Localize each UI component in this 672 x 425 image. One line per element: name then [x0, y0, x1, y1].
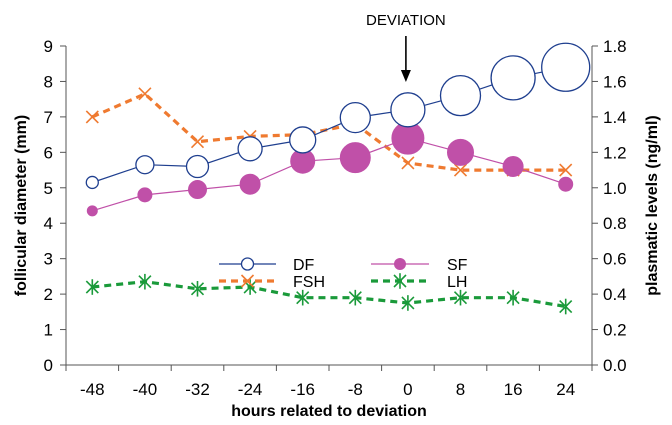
- x-tick-label: 8: [456, 380, 465, 399]
- series-layer: [85, 42, 591, 315]
- y-left-tick-label: 0: [44, 356, 53, 375]
- x-tick-label: 0: [403, 380, 412, 399]
- y-right-tick-label: 1.4: [603, 108, 627, 127]
- df-point: [185, 154, 210, 179]
- deviation-arrow-head: [400, 70, 411, 82]
- sf-point: [339, 142, 371, 174]
- y-right-tick-label: 1.0: [603, 179, 627, 198]
- legend-sf-marker: [394, 258, 406, 270]
- legend-fsh-marker-b: [240, 274, 255, 288]
- df-point: [339, 101, 371, 134]
- y-left-tick-label: 9: [44, 37, 53, 56]
- series-fsh-line: [91, 92, 566, 172]
- x-axis-title: hours related to deviation: [231, 403, 427, 420]
- y-right-tick-label: 0.8: [603, 214, 627, 233]
- df-point: [135, 155, 155, 175]
- legend: DF SF FSH LH: [219, 257, 468, 291]
- legend-fsh-label: FSH: [293, 274, 325, 291]
- df-point: [289, 126, 317, 154]
- y-left-tick-label: 1: [44, 321, 53, 340]
- df-point: [237, 136, 263, 162]
- legend-df-marker: [240, 257, 255, 271]
- df-point: [85, 175, 99, 190]
- sf-point: [558, 176, 574, 192]
- y-axis-right-title: plasmatic levels (ng/ml): [644, 115, 661, 296]
- y-right-tick-label: 0.4: [603, 285, 627, 304]
- fsh-point-b: [190, 135, 205, 149]
- legend-df-label: DF: [293, 257, 315, 274]
- y-left-tick-label: 2: [44, 285, 53, 304]
- y-right-tick-label: 0.2: [603, 321, 627, 340]
- fsh-point-b: [453, 163, 468, 177]
- sf-point: [188, 180, 207, 200]
- x-tick-label: -48: [80, 380, 105, 399]
- y-left-tick-label: 7: [44, 108, 53, 127]
- y-right-tick-label: 0.6: [603, 250, 627, 269]
- y-left-tick-label: 3: [44, 250, 53, 269]
- df-point: [390, 92, 426, 128]
- fsh-point-b: [401, 156, 415, 170]
- x-tick-label: -40: [133, 380, 158, 399]
- legend-lh-label: LH: [447, 274, 467, 291]
- sf-point: [137, 187, 153, 203]
- y-right-tick-label: 1.8: [603, 37, 627, 56]
- df-point: [541, 42, 591, 92]
- y-right-tick-label: 0.0: [603, 356, 627, 375]
- fsh-point-b: [138, 87, 152, 101]
- fsh-point-b: [559, 163, 573, 177]
- axes: 0 1 2 3 4 5 6 7 8 9 0.0 0.2 0.4 0.6 0.8 1.0 1.2 1.4 1.6 1.8…: [13, 37, 661, 420]
- annotation: DEVIATION: [366, 12, 446, 82]
- y-right-tick-label: 1.2: [603, 143, 627, 162]
- y-left-tick-label: 5: [44, 179, 53, 198]
- x-tick-label: -24: [238, 380, 263, 399]
- legend-sf-label: SF: [447, 257, 468, 274]
- x-tick-label: 24: [556, 380, 575, 399]
- series-df-line: [92, 66, 566, 184]
- y-left-tick-label: 4: [44, 214, 53, 233]
- y-axis-left-title: follicular diameter (mm): [13, 115, 30, 296]
- x-tick-label: -8: [348, 380, 363, 399]
- sf-point: [502, 156, 524, 178]
- sf-point: [239, 173, 261, 195]
- x-tick-label: 16: [504, 380, 523, 399]
- df-point: [490, 55, 536, 101]
- x-tick-label: -32: [185, 380, 210, 399]
- fsh-point-b: [85, 110, 99, 124]
- x-tick-label: -16: [290, 380, 315, 399]
- series-sf-line: [92, 137, 566, 212]
- series-lh-line: [92, 280, 566, 309]
- y-left-tick-label: 8: [44, 72, 53, 91]
- sf-point: [86, 205, 98, 217]
- y-left-tick-label: 6: [44, 143, 53, 162]
- y-right-tick-label: 1.6: [603, 72, 627, 91]
- df-point: [439, 74, 482, 117]
- deviation-label: DEVIATION: [366, 12, 446, 29]
- sf-point: [447, 138, 474, 166]
